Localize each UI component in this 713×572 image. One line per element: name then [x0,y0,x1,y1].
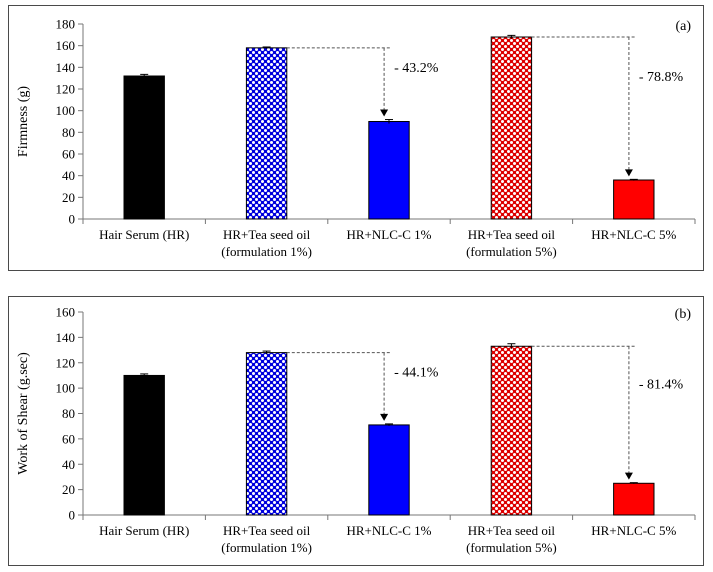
panel-label: (a) [675,19,691,34]
annotation-label: - 44.1% [394,366,439,381]
bar [123,374,165,516]
category-label: (formulation 1%) [221,244,312,259]
bar [245,352,288,516]
y-tick-label: 60 [62,431,75,446]
category-label: Hair Serum (HR) [99,523,189,538]
annotation-arrowhead [624,169,633,177]
chart-panel-b: 0 20 40 60 80 100 120 140 160 Work of Shear (g.se… [8,296,704,566]
category-label: HR+Tea seed oil [468,523,556,538]
annotation-arrowhead [380,413,389,421]
bar [490,36,533,220]
y-tick-label: 100 [56,103,76,118]
annotation-arrowhead [624,472,633,480]
y-tick-label: 160 [56,38,76,53]
chart-panel-a: 0 20 40 60 80 100 120 140 160 180 Firmness (g) (a) H… [8,5,704,271]
panel-label: (b) [675,307,692,322]
firmness-chart: 0 20 40 60 80 100 120 140 160 180 Firmness (g) (a) H… [16,17,696,259]
y-tick-label: 140 [56,60,76,75]
y-tick-label: 20 [62,482,75,497]
y-tick-label: 100 [56,381,76,396]
category-label: (formulation 1%) [221,540,312,555]
category-label: HR+NLC-C 1% [347,523,432,538]
bar [245,47,288,220]
y-tick-label: 20 [62,190,75,205]
y-tick-label: 0 [69,508,76,523]
category-label: HR+NLC-C 5% [591,227,676,242]
annotation-label: - 81.4% [639,378,684,393]
y-tick-label: 40 [62,168,75,183]
y-tick-label: 180 [56,17,76,32]
bar [490,345,533,516]
category-label: HR+Tea seed oil [223,227,311,242]
bar [613,179,655,220]
y-axis-title: Work of Shear (g.sec) [16,352,31,475]
y-tick-label: 80 [62,406,75,421]
y-axis-title: Firmness (g) [16,86,31,158]
category-label: HR+Tea seed oil [468,227,556,242]
y-tick-label: 120 [56,82,76,97]
annotation-arrowhead [380,109,389,117]
y-tick-label: 0 [69,212,76,227]
category-label: HR+Tea seed oil [223,523,311,538]
y-tick-label: 140 [56,330,76,345]
bar [368,424,410,516]
bar [123,75,165,220]
work-of-shear-chart: 0 20 40 60 80 100 120 140 160 Work of Shear (g.se… [16,305,696,555]
y-tick-label: 60 [62,147,75,162]
category-label: (formulation 5%) [466,540,557,555]
y-tick-label: 80 [62,125,75,140]
category-label: Hair Serum (HR) [99,227,189,242]
annotation-label: - 43.2% [394,61,439,76]
bar [368,121,410,220]
category-label: HR+NLC-C 1% [347,227,432,242]
bar [613,482,655,516]
category-label: (formulation 5%) [466,244,557,259]
annotation-label: - 78.8% [639,70,684,85]
y-tick-label: 120 [56,355,76,370]
y-tick-label: 40 [62,457,75,472]
category-label: HR+NLC-C 5% [591,523,676,538]
y-tick-label: 160 [56,305,76,320]
